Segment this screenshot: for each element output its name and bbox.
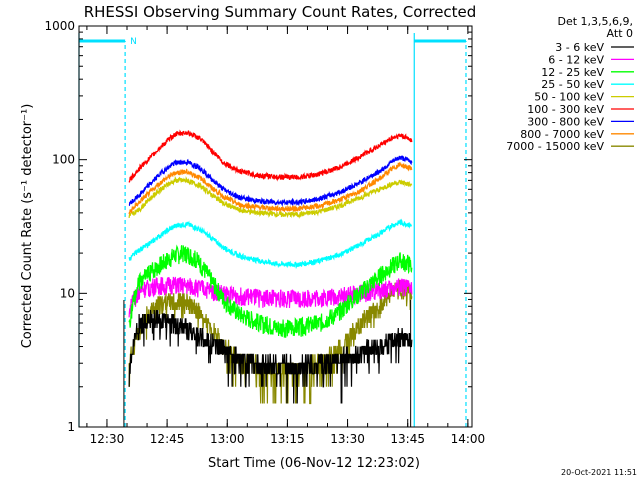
chart-title: RHESSI Observing Summary Count Rates, Co… (84, 3, 477, 21)
y-axis-label: Corrected Count Rate (s⁻¹ detector⁻¹) (20, 104, 35, 349)
series-line-4 (128, 175, 413, 219)
legend-label-7: 800 - 7000 keV (520, 128, 604, 141)
y-tick-label-1: 10 (60, 286, 75, 300)
night-marker-label: N (130, 37, 137, 47)
series-line-3 (128, 218, 412, 270)
x-axis-label: Start Time (06-Nov-12 12:23:02) (208, 456, 420, 471)
x-tick-label-4: 13:30 (330, 432, 365, 446)
legend-label-8: 7000 - 15000 keV (506, 140, 604, 153)
plot-frame (78, 25, 473, 428)
series-line-2 (128, 244, 413, 338)
x-tick-label-2: 13:00 (210, 432, 245, 446)
axis-layer: 1 10 100 1000 12:30 12:45 13:00 13:15 13:30 13:45… (44, 19, 485, 446)
series-line-6 (128, 155, 413, 207)
footer-timestamp: 20-Oct-2021 11:51 (561, 468, 637, 477)
series-line-5 (128, 129, 413, 183)
legend-label-3: 25 - 50 keV (541, 78, 604, 91)
x-tick-label-6: 14:00 (451, 432, 486, 446)
y-tick-label-0: 1 (67, 420, 75, 434)
y-tick-label-2: 100 (52, 153, 75, 167)
y-tick-label-3: 1000 (44, 19, 75, 33)
data-layer (128, 129, 413, 405)
legend-label-2: 12 - 25 keV (541, 66, 604, 79)
legend-label-1: 6 - 12 keV (548, 53, 604, 66)
legend-label-5: 100 - 300 keV (527, 103, 604, 116)
legend-label-4: 50 - 100 keV (534, 91, 604, 104)
legend-header-line-1: Det 1,3,5,6,9, (557, 15, 633, 28)
legend-label-0: 3 - 6 keV (555, 41, 604, 54)
x-tick-label-3: 13:15 (270, 432, 305, 446)
x-tick-label-5: 13:45 (390, 432, 425, 446)
series-line-7 (128, 162, 413, 215)
series-line-0 (128, 309, 413, 404)
legend-label-6: 300 - 800 keV (527, 115, 604, 128)
x-tick-label-1: 12:45 (150, 432, 185, 446)
x-tick-label-0: 12:30 (90, 432, 125, 446)
legend-header-line-2: Att 0 (607, 27, 633, 40)
